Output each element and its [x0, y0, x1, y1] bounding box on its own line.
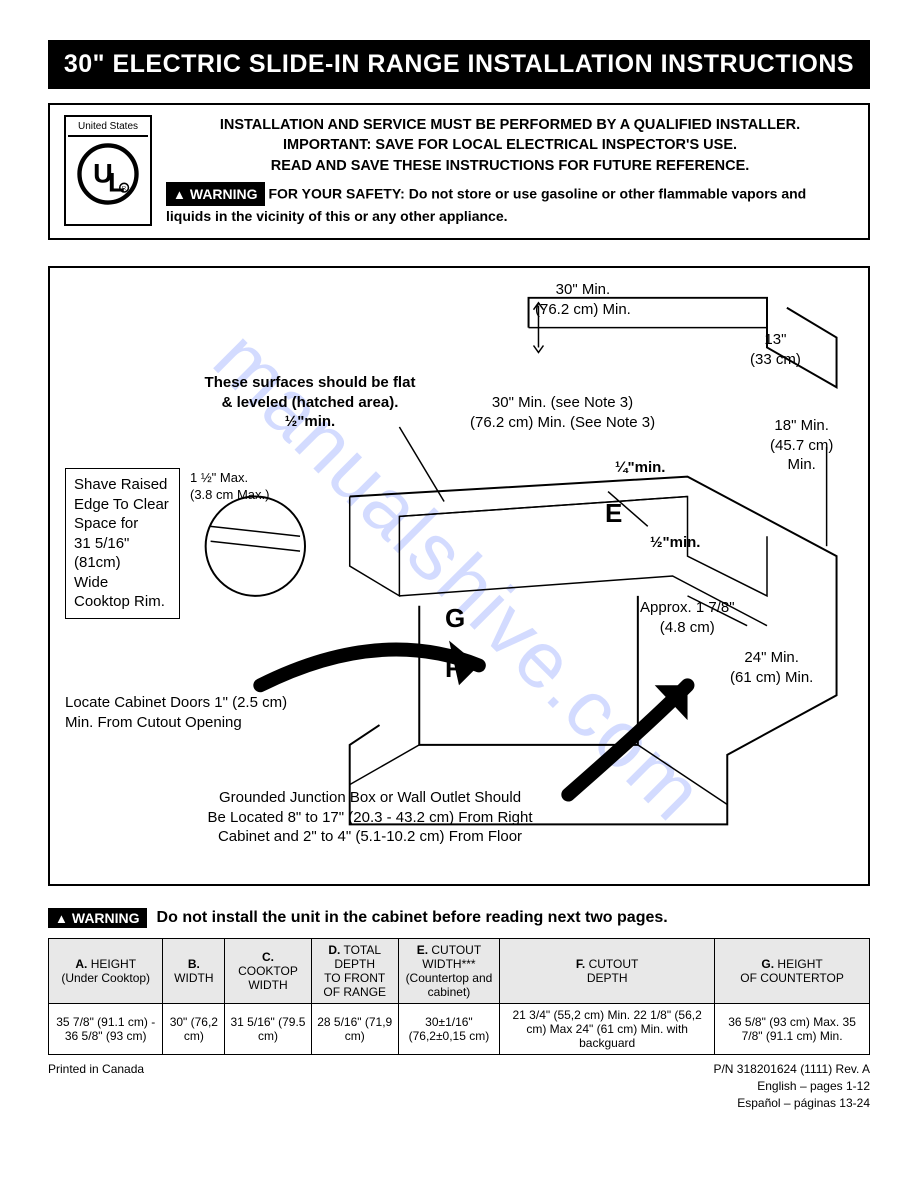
col-d: D. TOTAL DEPTHTO FRONT OF RANGE [311, 939, 398, 1004]
shave-note: Shave Raised Edge To Clear Space for 31 … [65, 468, 180, 619]
approx-178: Approx. 1 7/8" (4.8 cm) [640, 598, 735, 637]
shave-max: 1 ½" Max. (3.8 cm Max.) [190, 470, 269, 504]
ul-logo-icon: U L R [77, 143, 139, 205]
cell-b: 30" (76,2 cm) [163, 1004, 225, 1055]
dim-24: 24" Min. (61 cm) Min. [730, 648, 813, 687]
warning-badge-2: ▲ WARNING [48, 908, 147, 928]
footer-left: Printed in Canada [48, 1061, 144, 1111]
col-a: A. HEIGHT(Under Cooktop) [49, 939, 163, 1004]
half-min-2: ½"min. [650, 533, 700, 553]
cell-g: 36 5/8" (93 cm) Max. 35 7/8" (91.1 cm) M… [715, 1004, 870, 1055]
notice-line3: READ AND SAVE THESE INSTRUCTIONS FOR FUT… [166, 156, 854, 176]
cell-a: 35 7/8" (91.1 cm) - 36 5/8" (93 cm) [49, 1004, 163, 1055]
table-header-row: A. HEIGHT(Under Cooktop) B.WIDTH C.COOKT… [49, 939, 870, 1004]
dim-30min-top: 30" Min. (76.2 cm) Min. [535, 280, 631, 319]
dim-note3: 30" Min. (see Note 3) (76.2 cm) Min. (Se… [470, 393, 655, 432]
col-g: G. HEIGHTOF COUNTERTOP [715, 939, 870, 1004]
table-row: 35 7/8" (91.1 cm) - 36 5/8" (93 cm) 30" … [49, 1004, 870, 1055]
warning-triangle-icon-2: ▲ [55, 912, 68, 925]
letter-e: E [605, 498, 622, 529]
cell-e: 30±1/16" (76,2±0,15 cm) [398, 1004, 499, 1055]
quarter-min: ¼"min. [615, 458, 665, 478]
page-title: 30" ELECTRIC SLIDE-IN RANGE INSTALLATION… [48, 40, 870, 89]
cell-c: 31 5/16" (79.5 cm) [225, 1004, 311, 1055]
junction-note: Grounded Junction Box or Wall Outlet Sho… [160, 788, 580, 847]
ul-cert-box: United States U L R [64, 115, 152, 226]
warning-badge: ▲ WARNING [166, 182, 265, 206]
notice-line1: INSTALLATION AND SERVICE MUST BE PERFORM… [166, 115, 854, 135]
letter-g: G [445, 603, 465, 634]
warning-triangle-icon: ▲ [173, 188, 186, 201]
warning-label: WARNING [190, 184, 258, 204]
dimensions-table: A. HEIGHT(Under Cooktop) B.WIDTH C.COOKT… [48, 938, 870, 1055]
warning2-text: Do not install the unit in the cabinet b… [157, 909, 668, 927]
ul-country: United States [68, 119, 148, 137]
dim-13: 13" (33 cm) [750, 330, 801, 369]
footer: Printed in Canada P/N 318201624 (1111) R… [48, 1061, 870, 1111]
notice-text: INSTALLATION AND SERVICE MUST BE PERFORM… [166, 115, 854, 226]
svg-text:L: L [108, 166, 125, 197]
cabinet-doors-note: Locate Cabinet Doors 1" (2.5 cm) Min. Fr… [65, 693, 287, 732]
dim-18: 18" Min. (45.7 cm) Min. [770, 416, 833, 475]
svg-text:R: R [122, 186, 126, 192]
col-e: E. CUTOUT WIDTH***(Countertop and cabine… [398, 939, 499, 1004]
col-b: B.WIDTH [163, 939, 225, 1004]
notice-box: United States U L R INSTALLATION AND SER… [48, 103, 870, 240]
warning-line-2: ▲ WARNING Do not install the unit in the… [48, 908, 870, 928]
notice-line2: IMPORTANT: SAVE FOR LOCAL ELECTRICAL INS… [166, 135, 854, 155]
letter-f: F [445, 653, 461, 684]
col-c: C.COOKTOP WIDTH [225, 939, 311, 1004]
flat-callout: These surfaces should be flat & leveled … [160, 373, 460, 432]
col-f: F. CUTOUTDEPTH [500, 939, 715, 1004]
footer-right: P/N 318201624 (1111) Rev. A English – pa… [713, 1061, 870, 1111]
cell-f: 21 3/4" (55,2 cm) Min. 22 1/8" (56,2 cm)… [500, 1004, 715, 1055]
installation-diagram: manualshive.com 30" Min. (76.2 cm [48, 266, 870, 886]
cell-d: 28 5/16" (71,9 cm) [311, 1004, 398, 1055]
